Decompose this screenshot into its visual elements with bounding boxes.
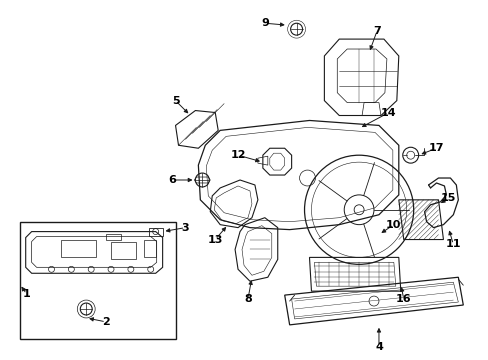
Text: 13: 13 bbox=[207, 234, 223, 244]
Text: 4: 4 bbox=[374, 342, 382, 352]
Text: 16: 16 bbox=[395, 294, 411, 304]
Text: 11: 11 bbox=[445, 239, 460, 249]
Text: 5: 5 bbox=[171, 96, 179, 105]
Text: 3: 3 bbox=[181, 222, 189, 233]
Text: 2: 2 bbox=[102, 317, 110, 327]
Text: 14: 14 bbox=[380, 108, 396, 117]
Text: 1: 1 bbox=[23, 289, 31, 299]
Text: 15: 15 bbox=[440, 193, 455, 203]
Text: 10: 10 bbox=[386, 220, 401, 230]
Text: 17: 17 bbox=[428, 143, 444, 153]
Text: 7: 7 bbox=[372, 26, 380, 36]
Text: 9: 9 bbox=[261, 18, 268, 28]
Text: 8: 8 bbox=[244, 294, 251, 304]
Text: 12: 12 bbox=[230, 150, 245, 160]
Text: 6: 6 bbox=[168, 175, 176, 185]
